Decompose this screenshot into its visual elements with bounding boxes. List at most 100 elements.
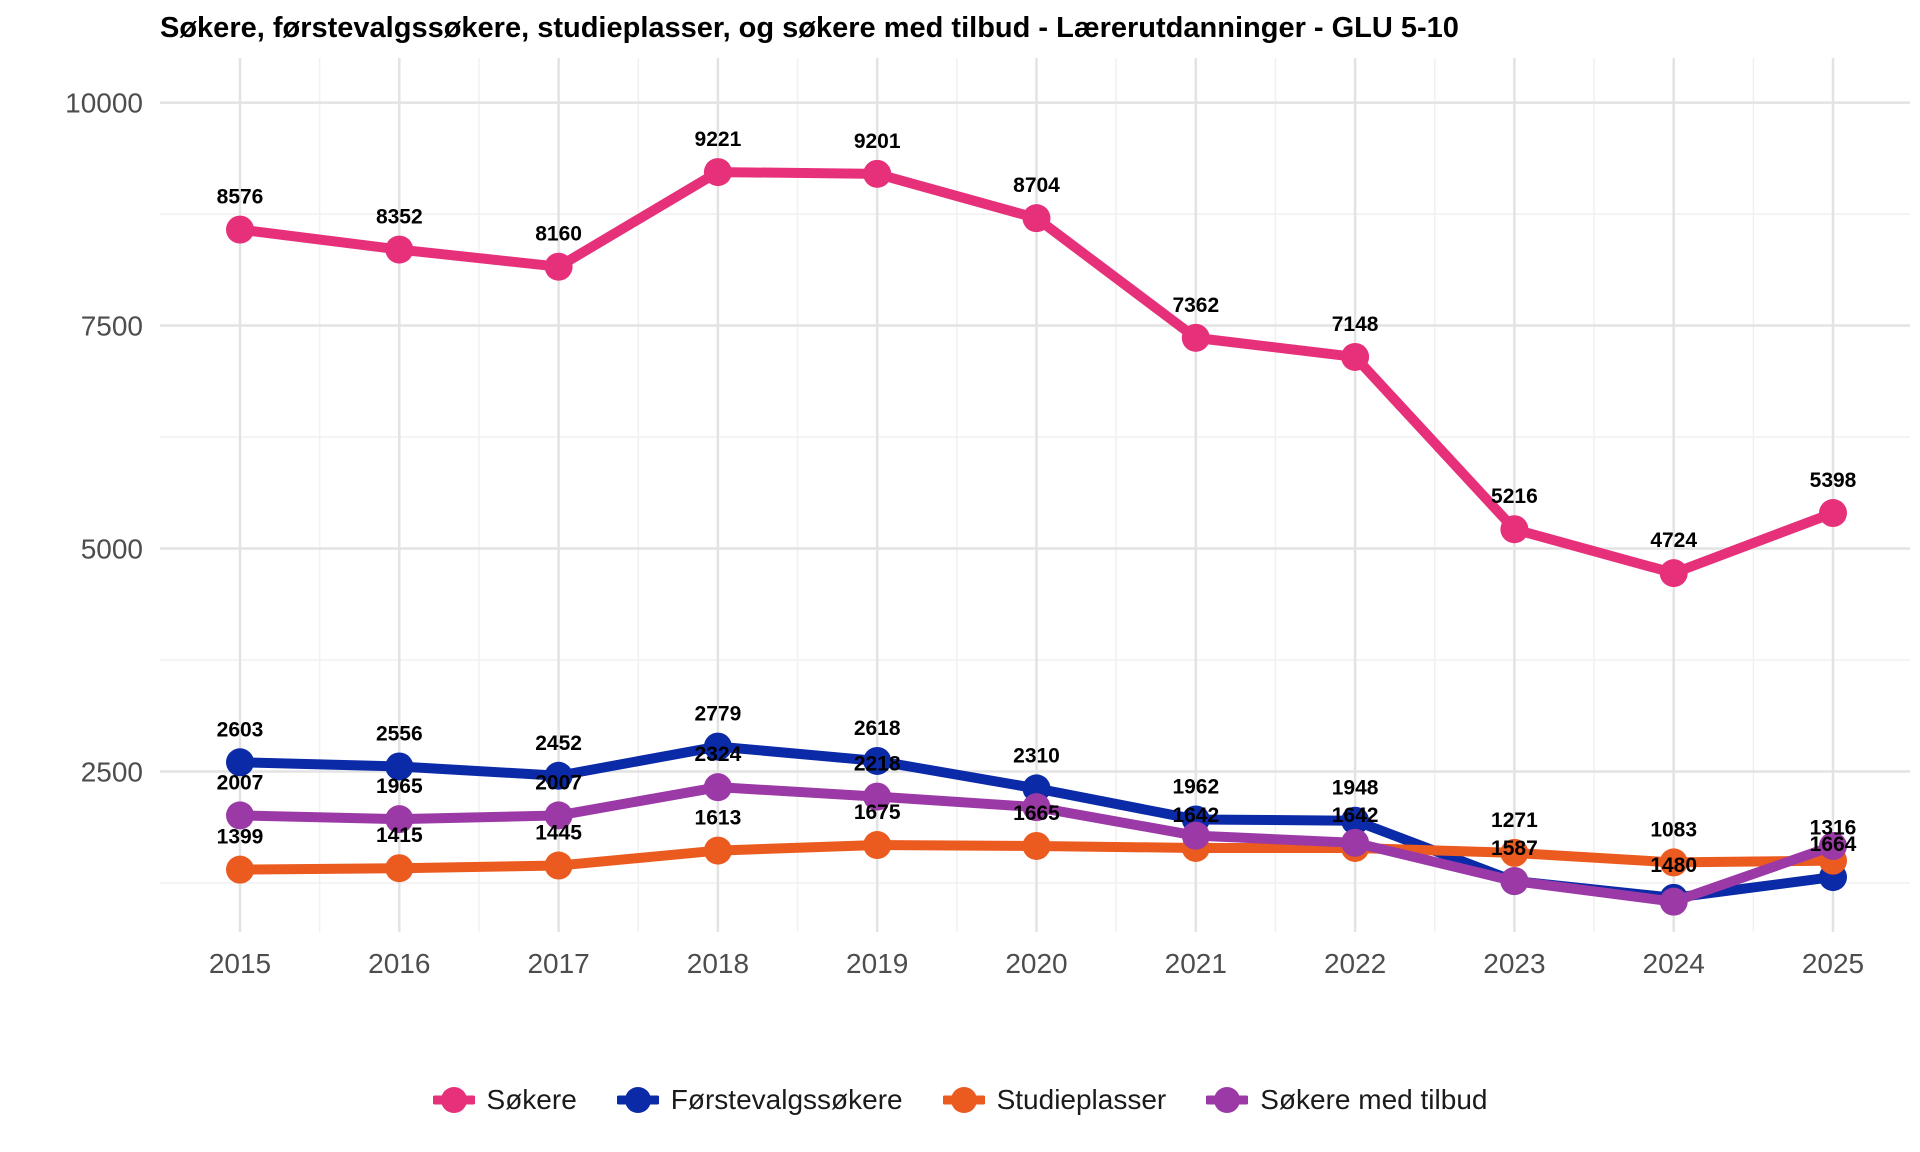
data-label: 1948	[1332, 777, 1379, 800]
line-chart: 2500 5000 7500 10000 2015 2016 2017 2018 2019 202…	[65, 58, 1910, 979]
data-label: 8576	[217, 186, 264, 209]
data-label: 2218	[854, 753, 901, 776]
data-point	[703, 836, 732, 865]
legend: Søkere Førstevalgssøkere Studieplasser Søke…	[0, 1070, 1920, 1130]
data-label: 2007	[535, 771, 582, 794]
data-label: 2603	[217, 718, 264, 741]
legend-key	[432, 1087, 475, 1113]
data-label: 1642	[1172, 804, 1219, 827]
data-point	[1341, 342, 1370, 371]
legend-item: Søkere med tilbud	[1206, 1084, 1487, 1116]
data-point	[703, 773, 732, 802]
data-label: 9201	[854, 130, 901, 153]
x-tick-label: 2015	[209, 948, 271, 979]
legend-label: Søkere med tilbud	[1260, 1084, 1488, 1115]
data-label: 1271	[1491, 809, 1538, 832]
x-tick-label: 2016	[368, 948, 430, 979]
data-point	[544, 801, 573, 830]
data-label: 5216	[1491, 485, 1538, 508]
y-tick-label: 10000	[65, 88, 143, 119]
data-point	[1500, 867, 1529, 896]
data-label: 2007	[217, 771, 264, 794]
data-label: 1415	[376, 824, 423, 847]
data-label: 7362	[1172, 294, 1219, 317]
legend-label: Førstevalgssøkere	[670, 1084, 903, 1115]
data-labels: 8576 8352 8160 9221 9201 8704 7362 7148 5216 4724…	[217, 128, 1857, 877]
data-label: 1665	[1013, 802, 1060, 825]
data-point	[863, 831, 892, 860]
data-point	[385, 854, 414, 883]
data-point	[226, 748, 254, 777]
data-point	[544, 851, 573, 880]
data-label: 1587	[1491, 837, 1538, 860]
axes: 2500 5000 7500 10000 2015 2016 2017 2018 2019 202…	[65, 88, 1864, 979]
series-0	[226, 158, 1847, 588]
x-tick-label: 2022	[1324, 948, 1386, 979]
x-tick-label: 2024	[1643, 948, 1705, 979]
series-lines	[226, 158, 1847, 916]
legend-key	[616, 1087, 659, 1113]
data-label: 4724	[1650, 529, 1697, 552]
x-tick-label: 2025	[1802, 948, 1864, 979]
data-label: 2310	[1013, 744, 1060, 767]
data-label: 1083	[1650, 818, 1697, 841]
x-tick-label: 2018	[687, 948, 749, 979]
data-label: 1613	[695, 807, 742, 830]
data-point	[1181, 821, 1210, 850]
chart-title: Søkere, førstevalgssøkere, studieplasser…	[160, 12, 1459, 44]
data-label: 1445	[535, 822, 582, 845]
data-point	[1022, 831, 1051, 860]
data-point	[1500, 838, 1529, 867]
data-point	[863, 159, 892, 188]
data-point	[1022, 793, 1051, 822]
data-point	[1659, 848, 1688, 877]
y-tick-label: 7500	[81, 311, 143, 342]
data-point	[1022, 204, 1051, 233]
data-point	[1819, 499, 1847, 528]
data-point	[1659, 887, 1688, 916]
data-label: 5398	[1810, 469, 1857, 492]
legend-key	[1206, 1087, 1249, 1113]
data-label: 1642	[1332, 804, 1379, 827]
data-label: 2556	[376, 722, 423, 745]
data-point	[385, 805, 414, 834]
legend-key	[942, 1087, 985, 1113]
legend-item: Søkere	[432, 1084, 577, 1116]
x-tick-label: 2020	[1005, 948, 1067, 979]
data-label: 8704	[1013, 174, 1060, 197]
data-label: 1399	[217, 826, 264, 849]
series-2	[226, 831, 1847, 884]
data-label: 1316	[1810, 817, 1857, 840]
x-tick-label: 2017	[527, 948, 589, 979]
data-label: 2452	[535, 732, 582, 755]
data-point	[703, 158, 732, 187]
legend-item: Førstevalgssøkere	[616, 1084, 903, 1116]
data-label: 1965	[376, 775, 423, 798]
data-label: 1962	[1172, 775, 1219, 798]
data-label: 7148	[1332, 313, 1379, 336]
x-tick-label: 2023	[1483, 948, 1545, 979]
data-point	[385, 752, 414, 781]
data-label: 1480	[1650, 854, 1697, 877]
x-tick-label: 2019	[846, 948, 908, 979]
y-tick-label: 2500	[81, 756, 143, 787]
data-point	[863, 782, 892, 811]
legend-label: Søkere	[486, 1084, 577, 1115]
data-label: 2779	[695, 703, 742, 726]
data-label: 2618	[854, 717, 901, 740]
legend-item: Studieplasser	[942, 1084, 1167, 1116]
legend-label: Studieplasser	[996, 1084, 1167, 1115]
data-point	[544, 252, 573, 281]
x-tick-label: 2021	[1165, 948, 1227, 979]
y-tick-label: 5000	[81, 534, 143, 565]
data-point	[1500, 515, 1529, 544]
data-point	[226, 801, 254, 830]
data-point	[703, 732, 732, 761]
data-point	[226, 855, 254, 884]
series-3	[226, 773, 1847, 916]
data-point	[1341, 828, 1370, 857]
data-point	[1819, 832, 1847, 861]
data-label: 8160	[535, 223, 582, 246]
data-label: 1664	[1810, 833, 1857, 856]
data-point	[1659, 559, 1688, 588]
